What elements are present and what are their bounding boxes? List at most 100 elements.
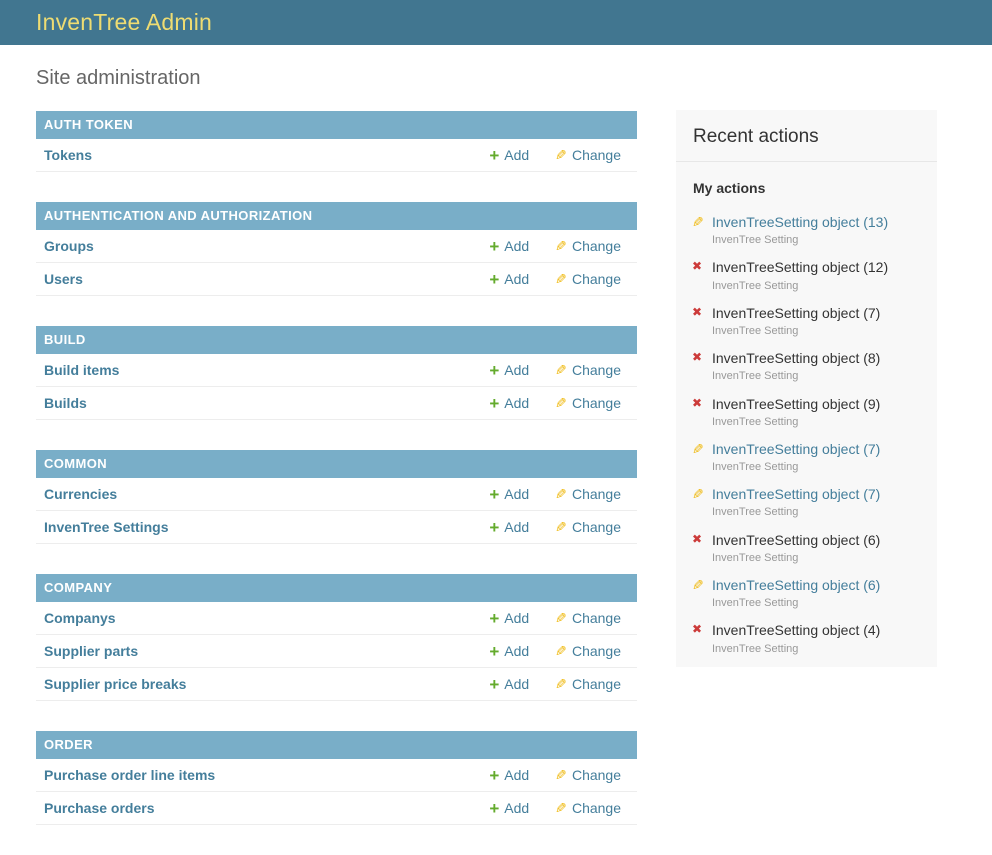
change-link[interactable]: ✎ Change xyxy=(555,271,621,287)
recent-actions-title: Recent actions xyxy=(693,126,819,147)
pencil-icon: ✎ xyxy=(555,395,567,411)
module-caption[interactable]: AUTH TOKEN xyxy=(36,111,637,139)
add-link[interactable]: + Add xyxy=(489,238,529,255)
model-row: Build items + Add ✎ Change xyxy=(36,354,637,387)
model-link[interactable]: Users xyxy=(44,271,83,287)
action-object-link[interactable]: InvenTreeSetting object (7) xyxy=(712,440,881,457)
module-caption[interactable]: ORDER xyxy=(36,731,637,759)
add-link-label: Add xyxy=(504,486,530,502)
add-link[interactable]: + Add xyxy=(489,519,529,536)
recent-action-item: ✎ InvenTreeSetting object (7) InvenTree … xyxy=(692,440,921,474)
add-link-label: Add xyxy=(504,610,530,626)
admin-home-link[interactable]: InvenTree Admin xyxy=(36,9,213,35)
add-link[interactable]: + Add xyxy=(489,610,529,627)
add-link[interactable]: + Add xyxy=(489,147,529,164)
recent-action-item: ✖ InvenTreeSetting object (7) InvenTree … xyxy=(692,304,921,338)
change-link[interactable]: ✎ Change xyxy=(555,767,621,783)
change-link-label: Change xyxy=(571,610,621,626)
add-icon: + xyxy=(489,798,500,818)
action-body: InvenTreeSetting object (13) InvenTree S… xyxy=(712,213,888,247)
delete-icon: ✖ xyxy=(692,350,703,365)
action-body: InvenTreeSetting object (7) InvenTree Se… xyxy=(712,485,880,519)
change-link[interactable]: ✎ Change xyxy=(555,643,621,659)
module-rows: Groups + Add ✎ Change Users + Add ✎ Change xyxy=(36,230,637,296)
model-link[interactable]: Purchase order line items xyxy=(44,767,216,783)
change-link-label: Change xyxy=(571,147,621,163)
change-link[interactable]: ✎ Change xyxy=(555,486,621,502)
change-link[interactable]: ✎ Change xyxy=(555,395,621,411)
action-content-type: InvenTree Setting xyxy=(712,597,799,610)
add-link[interactable]: + Add xyxy=(489,486,529,503)
action-object-label: InvenTreeSetting object (9) xyxy=(712,395,881,412)
model-link[interactable]: Purchase orders xyxy=(44,800,155,816)
module-caption[interactable]: BUILD xyxy=(36,326,637,354)
change-link[interactable]: ✎ Change xyxy=(555,800,621,816)
pencil-icon: ✎ xyxy=(692,577,704,593)
module-caption[interactable]: COMPANY xyxy=(36,574,637,602)
model-row: Supplier parts + Add ✎ Change xyxy=(36,635,637,668)
action-body: InvenTreeSetting object (9) InvenTree Se… xyxy=(712,395,880,429)
app-module: COMPANY Companys + Add ✎ Change Supplier p… xyxy=(36,574,637,701)
action-object-label: InvenTreeSetting object (7) xyxy=(712,304,881,321)
pencil-icon: ✎ xyxy=(555,800,567,816)
pencil-icon: ✎ xyxy=(555,147,567,163)
action-content-type: InvenTree Setting xyxy=(712,461,799,474)
pencil-icon: ✎ xyxy=(555,238,567,254)
module-rows: Companys + Add ✎ Change Supplier parts + Ad… xyxy=(36,602,637,701)
model-row: Tokens + Add ✎ Change xyxy=(36,139,637,172)
action-body: InvenTreeSetting object (7) InvenTree Se… xyxy=(712,304,880,338)
app-module: ORDER Purchase order line items + Add ✎ Ch… xyxy=(36,731,637,825)
panel-divider xyxy=(676,161,937,162)
pencil-icon: ✎ xyxy=(555,643,567,659)
model-link[interactable]: Currencies xyxy=(44,486,118,502)
pencil-icon: ✎ xyxy=(555,362,567,378)
model-link[interactable]: Groups xyxy=(44,238,94,254)
module-caption[interactable]: COMMON xyxy=(36,450,637,478)
action-object-link[interactable]: InvenTreeSetting object (13) xyxy=(712,214,889,230)
page-title: Site administration xyxy=(36,67,201,89)
model-link[interactable]: Supplier price breaks xyxy=(44,676,187,692)
app-header: InvenTree Admin xyxy=(0,0,992,45)
model-row: Purchase order line items + Add ✎ Change xyxy=(36,759,637,792)
model-link[interactable]: InvenTree Settings xyxy=(44,519,169,535)
change-link[interactable]: ✎ Change xyxy=(555,147,621,163)
add-link-label: Add xyxy=(504,395,530,411)
change-link[interactable]: ✎ Change xyxy=(555,362,621,378)
app-module: AUTHENTICATION AND AUTHORIZATION Groups … xyxy=(36,202,637,296)
model-link[interactable]: Builds xyxy=(44,395,87,411)
change-link[interactable]: ✎ Change xyxy=(555,676,621,692)
pencil-icon: ✎ xyxy=(555,610,567,626)
action-content-type: InvenTree Setting xyxy=(712,324,799,337)
change-link[interactable]: ✎ Change xyxy=(555,610,621,626)
model-link[interactable]: Companys xyxy=(44,610,116,626)
model-row: Supplier price breaks + Add ✎ Change xyxy=(36,668,637,701)
change-link[interactable]: ✎ Change xyxy=(555,519,621,535)
action-object-link[interactable]: InvenTreeSetting object (6) xyxy=(712,577,881,593)
model-link[interactable]: Build items xyxy=(44,362,120,378)
add-icon: + xyxy=(489,360,500,380)
add-link[interactable]: + Add xyxy=(489,643,529,660)
add-link[interactable]: + Add xyxy=(489,676,529,693)
add-link[interactable]: + Add xyxy=(489,767,529,784)
recent-action-item: ✎ InvenTreeSetting object (7) InvenTree … xyxy=(692,485,921,519)
add-link[interactable]: + Add xyxy=(489,395,529,412)
change-link[interactable]: ✎ Change xyxy=(555,238,621,254)
module-caption[interactable]: AUTHENTICATION AND AUTHORIZATION xyxy=(36,202,637,230)
model-link[interactable]: Supplier parts xyxy=(44,643,139,659)
action-body: InvenTreeSetting object (6) InvenTree Se… xyxy=(712,576,880,610)
add-link[interactable]: + Add xyxy=(489,271,529,288)
recent-action-item: ✖ InvenTreeSetting object (6) InvenTree … xyxy=(692,531,921,565)
add-icon: + xyxy=(489,674,500,694)
action-object-label: InvenTreeSetting object (12) xyxy=(712,259,889,276)
add-link-label: Add xyxy=(504,147,530,163)
action-object-link[interactable]: InvenTreeSetting object (7) xyxy=(712,486,881,503)
model-row: Users + Add ✎ Change xyxy=(36,263,637,296)
add-link[interactable]: + Add xyxy=(489,800,529,817)
action-body: InvenTreeSetting object (8) InvenTree Se… xyxy=(712,349,880,383)
action-body: InvenTreeSetting object (12) InvenTree S… xyxy=(712,258,888,292)
change-link-label: Change xyxy=(571,519,621,535)
add-link-label: Add xyxy=(504,238,530,254)
module-rows: Purchase order line items + Add ✎ Change P… xyxy=(36,759,637,825)
model-link[interactable]: Tokens xyxy=(44,147,92,163)
add-link[interactable]: + Add xyxy=(489,362,529,379)
